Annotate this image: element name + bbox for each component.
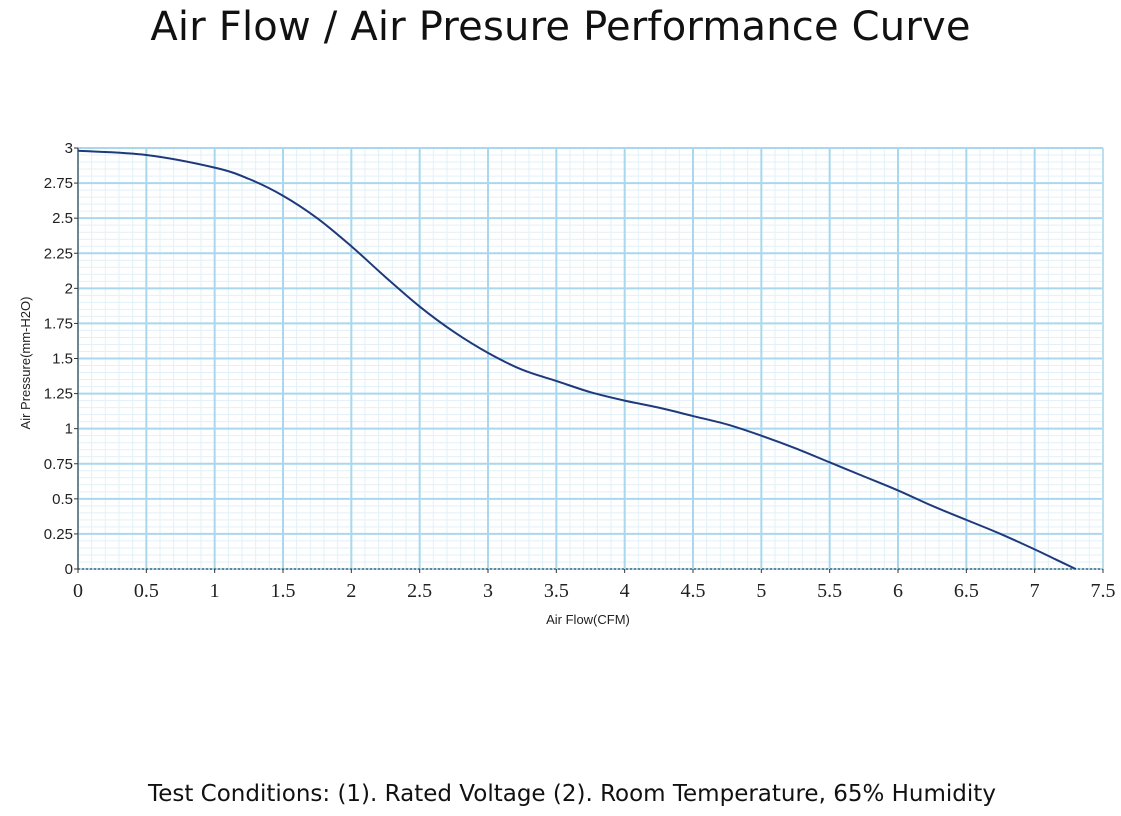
x-tick-label: 6.5 — [954, 580, 979, 602]
y-tick-labels: 0 0.25 0.5 0.75 1 1.25 1.5 1.75 2 2.25 2.5 2.75 3 — [44, 140, 73, 578]
page-title: Air Flow / Air Presure Performance Curve — [150, 4, 971, 50]
x-axis-label: Air Flow(CFM) — [546, 612, 630, 627]
test-conditions-note: Test Conditions: (1). Rated Voltage (2).… — [148, 781, 996, 807]
x-tick-label: 5.5 — [817, 580, 842, 602]
y-tick-label: 0.5 — [52, 491, 73, 508]
y-tick-label: 0 — [65, 561, 73, 578]
x-tick-label: 3.5 — [544, 580, 569, 602]
x-tick-label: 2.5 — [407, 580, 432, 602]
x-tick-label: 0.5 — [134, 580, 159, 602]
x-tick-label: 2 — [346, 580, 356, 602]
y-tick-label: 2 — [65, 280, 73, 297]
x-tick-label: 7 — [1030, 580, 1040, 602]
x-tick-label: 4.5 — [681, 580, 706, 602]
y-axis-label: Air Pressure(mm-H2O) — [18, 297, 33, 430]
x-tick-label: 1.5 — [271, 580, 296, 602]
y-tick-label: 0.25 — [44, 526, 73, 543]
y-tick-label: 1 — [65, 421, 73, 438]
y-tick-label: 1.5 — [52, 351, 73, 368]
major-grid — [77, 147, 1104, 570]
performance-chart: 0 0.5 1 1.5 2 2.5 3 3.5 4 4.5 5 5.5 6 6.5 7 7.5 0 0.25 0.… — [18, 140, 1116, 627]
x-tick-label: 6 — [893, 580, 903, 602]
chart-axes — [74, 147, 1104, 573]
y-tick-label: 1.25 — [44, 386, 73, 403]
y-tick-label: 0.75 — [44, 456, 73, 473]
y-tick-label: 2.25 — [44, 245, 73, 262]
x-tick-label: 5 — [756, 580, 766, 602]
y-tick-label: 2.75 — [44, 175, 73, 192]
x-tick-label: 0 — [73, 580, 83, 602]
x-tick-labels: 0 0.5 1 1.5 2 2.5 3 3.5 4 4.5 5 5.5 6 6.5 7 7.5 — [73, 580, 1116, 602]
pressure-curve-line — [77, 149, 1077, 570]
y-tick-label: 3 — [65, 140, 73, 157]
x-tick-label: 4 — [620, 580, 630, 602]
x-tick-label: 1 — [210, 580, 220, 602]
y-tick-label: 2.5 — [52, 210, 73, 227]
x-tick-label: 7.5 — [1091, 580, 1116, 602]
x-tick-label: 3 — [483, 580, 493, 602]
y-tick-label: 1.75 — [44, 315, 73, 332]
